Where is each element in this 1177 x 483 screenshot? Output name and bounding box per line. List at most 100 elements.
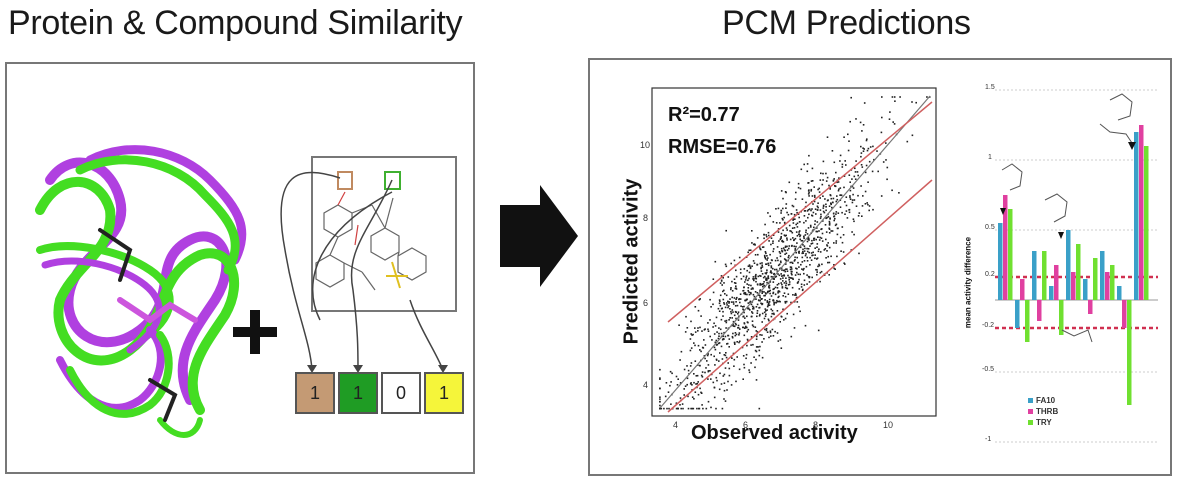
protein-structure-image <box>35 145 247 438</box>
scatter-point <box>827 242 829 244</box>
scatter-point <box>725 229 727 232</box>
scatter-point <box>775 275 778 278</box>
scatter-point <box>762 276 765 279</box>
scatter-point <box>774 259 777 262</box>
scatter-point <box>791 245 793 247</box>
scatter-point <box>767 290 769 293</box>
scatter-point <box>722 298 725 301</box>
scatter-point <box>843 136 845 138</box>
scatter-point <box>783 249 786 251</box>
bar-thrb <box>1071 272 1076 300</box>
scatter-point <box>764 328 766 331</box>
scatter-point <box>806 210 809 212</box>
scatter-point <box>766 271 768 274</box>
scatter-point <box>722 277 724 279</box>
scatter-point <box>803 250 806 252</box>
scatter-point <box>811 167 814 170</box>
scatter-point <box>746 293 748 296</box>
scatter-point <box>783 234 786 236</box>
scatter-point <box>659 377 661 379</box>
scatter-point <box>822 220 824 222</box>
scatter-point <box>791 286 794 289</box>
scatter-plot-area <box>651 87 937 417</box>
scatter-point <box>777 207 780 210</box>
legend-label-try: TRY <box>1036 418 1052 427</box>
scatter-point <box>700 315 702 317</box>
scatter-point <box>785 259 787 262</box>
scatter-point <box>718 388 721 391</box>
scatter-point <box>763 254 766 257</box>
scatter-point <box>707 364 710 366</box>
bar-fa10 <box>1066 230 1071 300</box>
scatter-point <box>735 311 737 314</box>
scatter-point <box>713 322 715 325</box>
scatter-point <box>881 96 883 98</box>
scatter-point <box>828 220 831 223</box>
scatter-point <box>852 218 855 220</box>
scatter-point <box>817 265 819 268</box>
scatter-point <box>788 281 791 283</box>
scatter-point <box>677 378 679 380</box>
bar-try <box>1025 300 1030 342</box>
scatter-point <box>755 280 757 283</box>
scatter-point <box>771 328 774 331</box>
scatter-point <box>765 272 767 275</box>
scatter-point <box>709 319 711 321</box>
scatter-point <box>742 326 745 329</box>
scatter-point <box>784 246 787 248</box>
scatter-point <box>761 290 764 293</box>
scatter-point <box>763 284 765 287</box>
scatter-point <box>722 310 724 313</box>
bar-fa10 <box>1032 251 1037 300</box>
scatter-point <box>751 287 754 289</box>
scatter-point <box>747 302 750 304</box>
scatter-point <box>810 252 813 254</box>
scatter-point <box>795 267 797 270</box>
scatter-point <box>770 266 773 269</box>
scatter-point <box>795 191 797 194</box>
scatter-point <box>731 309 734 311</box>
scatter-point <box>821 263 823 266</box>
scatter-point <box>723 302 725 304</box>
scatter-point <box>861 215 863 217</box>
scatter-point <box>778 240 780 242</box>
scatter-point <box>684 331 687 333</box>
scatter-point <box>702 347 705 349</box>
scatter-point <box>770 270 772 272</box>
scatter-point <box>864 190 867 193</box>
scatter-point <box>819 217 822 220</box>
scatter-point <box>777 273 779 275</box>
scatter-point <box>810 243 813 245</box>
scatter-point <box>885 159 887 161</box>
scatter-point <box>784 253 786 255</box>
scatter-point <box>861 205 864 207</box>
scatter-point <box>823 249 826 251</box>
scatter-point <box>764 315 767 317</box>
scatter-point <box>780 316 783 318</box>
scatter-point <box>865 164 868 167</box>
scatter-point <box>793 213 796 216</box>
scatter-point <box>772 335 775 337</box>
scatter-point <box>776 299 778 302</box>
scatter-point <box>697 309 700 312</box>
bar-thrb <box>1054 265 1059 300</box>
scatter-point <box>702 407 704 410</box>
bars <box>998 125 1149 405</box>
scatter-point <box>697 327 699 329</box>
scatter-point <box>757 275 760 278</box>
scatter-point <box>827 255 829 258</box>
scatter-point <box>866 149 869 152</box>
scatter-point <box>745 326 747 329</box>
scatter-point <box>825 231 828 233</box>
scatter-point <box>680 350 683 353</box>
scatter-point <box>847 133 849 136</box>
scatter-point <box>729 308 731 310</box>
scatter-point <box>826 245 829 247</box>
scatter-point <box>719 352 721 354</box>
scatter-point <box>699 298 701 300</box>
scatter-point <box>832 197 835 200</box>
scatter-point <box>777 264 780 267</box>
scatter-point <box>731 290 734 292</box>
scatter-x-axis-label: Observed activity <box>691 422 858 444</box>
scatter-point <box>804 234 807 236</box>
